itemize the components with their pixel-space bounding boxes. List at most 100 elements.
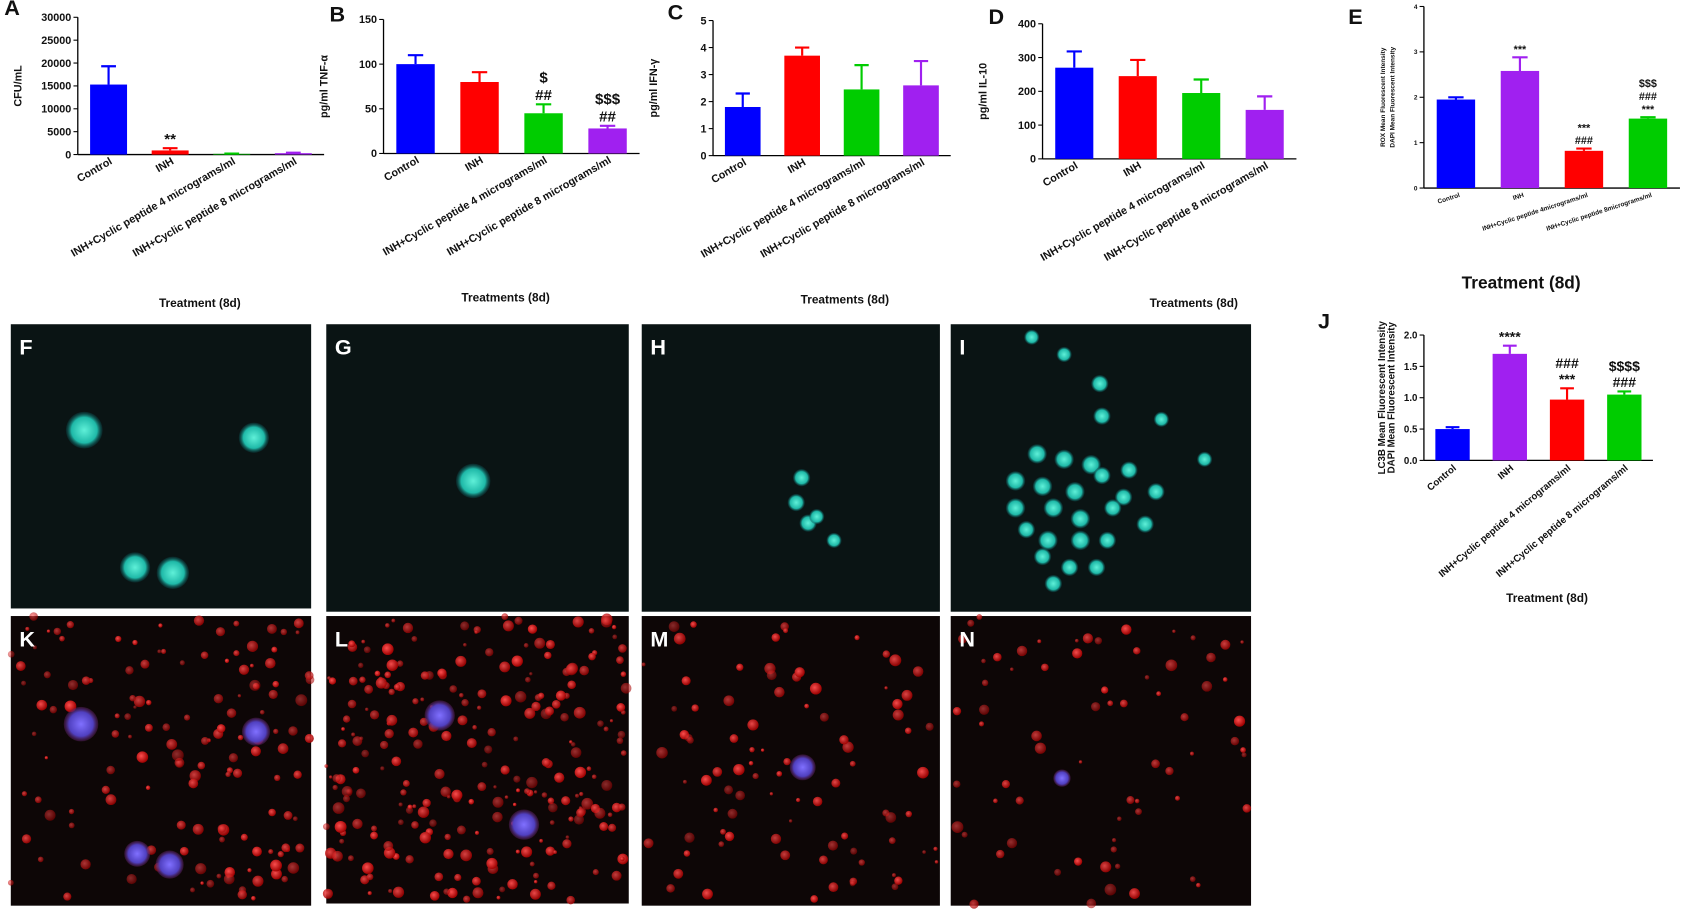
vesicle xyxy=(472,876,481,886)
vesicle xyxy=(1206,652,1216,663)
vesicle xyxy=(21,834,32,844)
vesicle xyxy=(569,740,573,744)
vesicle xyxy=(463,895,471,903)
vesicle xyxy=(958,634,968,644)
vesicle xyxy=(411,821,419,829)
x-axis-label: Treatment (8d) xyxy=(159,296,241,310)
vesicle xyxy=(901,689,913,701)
panel-letter: J xyxy=(1318,309,1330,334)
vesicle xyxy=(274,774,281,782)
vesicle xyxy=(271,646,278,653)
vesicle xyxy=(537,692,545,699)
vesicle xyxy=(849,760,856,767)
x-tick-label: INH xyxy=(1512,192,1525,202)
panel-letter: E xyxy=(1348,4,1362,29)
vesicle xyxy=(293,770,302,779)
vesicle xyxy=(586,766,592,771)
vesicle xyxy=(492,796,504,808)
vesicle xyxy=(233,620,240,627)
vesicle xyxy=(484,745,493,754)
vesicle xyxy=(769,792,774,796)
vesicle xyxy=(472,725,477,730)
vesicle xyxy=(551,699,561,709)
significance-label: *** xyxy=(1514,44,1527,56)
bar xyxy=(1564,150,1604,189)
vesicle xyxy=(549,820,555,825)
vesicle xyxy=(545,639,555,650)
nucleus xyxy=(1054,449,1074,470)
vesicle xyxy=(259,709,265,715)
vesicle xyxy=(21,680,27,686)
vesicle xyxy=(735,790,745,801)
vesicle xyxy=(125,666,134,675)
vesicle xyxy=(233,650,240,657)
vesicle xyxy=(729,734,739,743)
vesicle xyxy=(1001,780,1010,789)
x-axis-label: Treatments (8d) xyxy=(461,291,549,305)
vesicle xyxy=(819,712,829,722)
vesicle xyxy=(597,720,604,727)
vesicle xyxy=(925,722,934,731)
vesicle xyxy=(641,662,646,667)
vesicle xyxy=(228,753,238,763)
panel-letter: D xyxy=(989,4,1005,29)
bar xyxy=(724,106,761,156)
y-tick-label: 400 xyxy=(1018,19,1036,31)
vesicle xyxy=(158,623,163,628)
vesicle xyxy=(213,693,224,704)
significance-label: ### xyxy=(1555,355,1579,371)
vesicle xyxy=(329,775,333,779)
vesicle xyxy=(576,808,586,818)
vesicle xyxy=(500,695,512,707)
vesicle xyxy=(952,707,962,716)
vesicle xyxy=(1082,633,1093,644)
nucleus xyxy=(1005,471,1026,491)
error-bar xyxy=(535,103,552,114)
vesicle xyxy=(521,846,533,858)
vesicle xyxy=(574,766,587,779)
vesicle xyxy=(347,699,357,709)
vesicle xyxy=(216,873,222,879)
vesicle xyxy=(691,704,699,712)
vesicle xyxy=(29,612,38,621)
vesicle xyxy=(7,650,15,658)
vesicle xyxy=(268,849,274,855)
vesicle xyxy=(37,856,44,863)
vesicle xyxy=(332,774,341,783)
significance-label: *** xyxy=(1559,371,1576,387)
vesicle xyxy=(179,846,189,856)
vesicle xyxy=(1100,861,1112,873)
nucleus xyxy=(1056,346,1072,363)
x-tick-label: Control xyxy=(709,156,748,186)
vesicle xyxy=(511,655,523,667)
vesicle xyxy=(295,630,300,635)
vesicle xyxy=(201,736,210,745)
vesicle xyxy=(1196,882,1201,888)
vesicle xyxy=(295,694,308,707)
vesicle xyxy=(849,880,856,887)
nucleus xyxy=(1147,483,1165,501)
vesicle xyxy=(515,849,520,854)
nucleus xyxy=(1033,547,1052,566)
y-tick-label: 1.5 xyxy=(1404,362,1418,373)
vesicle xyxy=(322,888,333,899)
vesicle xyxy=(197,761,206,770)
x-tick-label: INH xyxy=(463,154,485,174)
vesicle xyxy=(889,654,902,667)
vesicle xyxy=(579,791,584,797)
vesicle xyxy=(524,788,531,795)
vesicle xyxy=(359,736,364,741)
nucleus xyxy=(1114,488,1133,506)
significance-label: ## xyxy=(535,87,552,104)
nucleus xyxy=(1136,515,1154,533)
vesicle xyxy=(892,698,903,710)
y-tick-label: 2.0 xyxy=(1404,330,1418,341)
vesicle xyxy=(996,849,1005,859)
vesicle xyxy=(712,767,723,777)
vesicle xyxy=(444,833,451,841)
x-tick-label: INH xyxy=(154,155,176,175)
panel-letter: B xyxy=(330,2,346,27)
panel-letter: K xyxy=(19,626,35,651)
vesicle xyxy=(684,832,695,843)
vesicle xyxy=(891,883,899,891)
